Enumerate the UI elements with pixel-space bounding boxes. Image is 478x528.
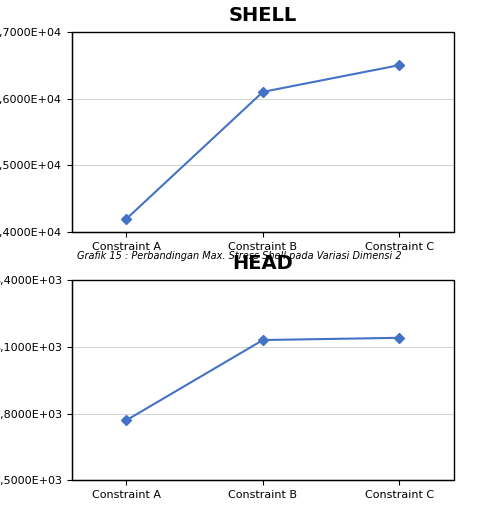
Bar (72, 280, 454, 480)
Text: Grafik 15 : Perbandingan Max. Stress Shell pada Variasi Dimensi 2: Grafik 15 : Perbandingan Max. Stress She… (76, 251, 402, 261)
Title: HEAD: HEAD (232, 254, 293, 273)
Bar (72, 32, 454, 232)
Title: SHELL: SHELL (229, 6, 297, 25)
